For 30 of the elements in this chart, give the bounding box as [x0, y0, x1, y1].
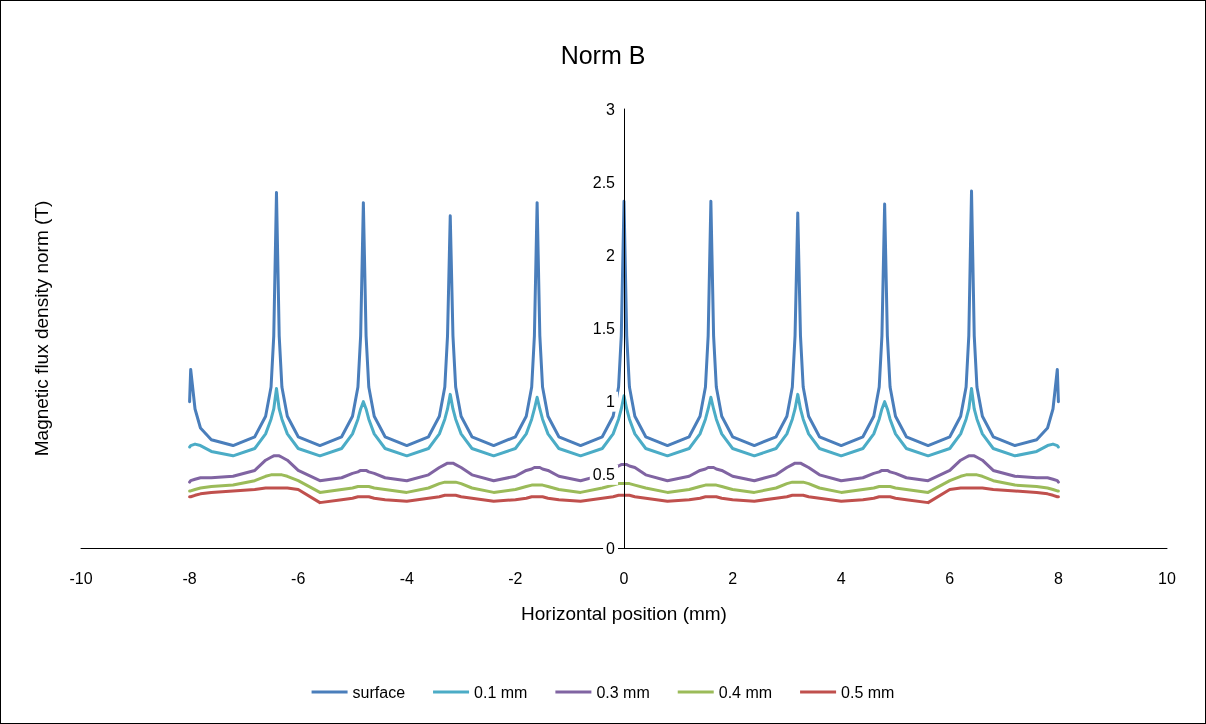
legend-label: 0.5 mm [841, 683, 895, 701]
x-tick-label: 8 [1053, 569, 1063, 587]
line-series [188, 454, 1060, 485]
legend-label: 0.4 mm [718, 683, 773, 701]
line-series [188, 486, 1060, 505]
x-tick-label: -6 [291, 569, 306, 587]
legend-label: 0.3 mm [596, 683, 650, 701]
y-axis-title: Magnetic flux density norm (T) [31, 200, 52, 457]
x-tick-label: -2 [508, 569, 523, 587]
x-tick-label: -10 [69, 569, 93, 587]
y-tick-label: 3 [606, 100, 616, 118]
x-tick-label: 0 [619, 569, 629, 587]
line-series [188, 387, 1060, 458]
x-tick-label: 2 [728, 569, 738, 587]
x-tick-label: -4 [399, 569, 415, 587]
x-tick-label: 10 [1158, 569, 1176, 587]
y-tick-label: 2 [606, 246, 616, 264]
legend-label: 0.1 mm [474, 683, 528, 701]
legend-label: surface [352, 683, 406, 701]
line-series [188, 189, 1060, 448]
y-tick-label: 0.5 [592, 466, 616, 484]
y-tick-label: 0 [606, 539, 616, 557]
x-tick-label: -8 [182, 569, 197, 587]
x-axis-title: Horizontal position (mm) [521, 603, 727, 624]
y-tick-label: 1.5 [592, 320, 616, 337]
chart-title: Norm B [560, 40, 646, 69]
x-tick-label: 4 [836, 569, 846, 587]
y-tick-label: 2.5 [592, 173, 616, 191]
y-tick-label: 1 [606, 393, 616, 411]
x-tick-label: 6 [945, 569, 955, 587]
